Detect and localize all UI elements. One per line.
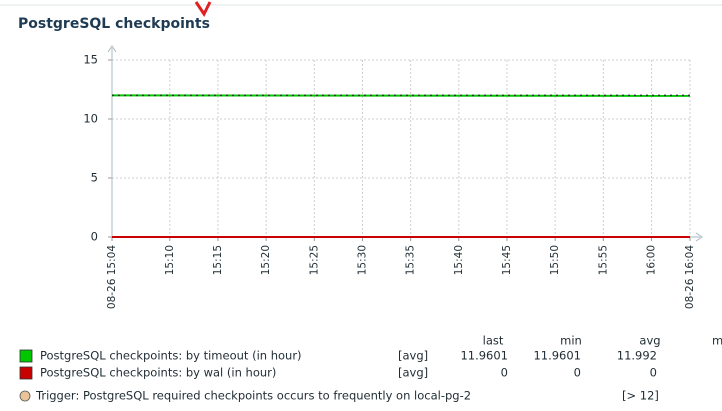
- legend-label: PostgreSQL checkpoints: by timeout (in h…: [40, 349, 302, 363]
- x-tick-label: 15:55: [597, 245, 609, 275]
- y-tick-label: 0: [91, 230, 98, 244]
- legend-value: 11.992: [617, 349, 657, 363]
- legend-value: 0: [574, 366, 581, 380]
- legend-swatch: [19, 349, 33, 363]
- plot-area: [112, 60, 690, 237]
- y-tick-label: 5: [91, 171, 98, 185]
- x-tick-label: 15:20: [260, 245, 272, 275]
- x-tick-label: 15:50: [549, 245, 561, 275]
- x-tick-label: 15:35: [405, 245, 417, 275]
- y-tick-label: 10: [83, 112, 98, 126]
- legend-label: PostgreSQL checkpoints: by wal (in hour): [40, 366, 276, 380]
- x-tick-label: 16:00: [645, 245, 657, 275]
- legend-value: 0: [650, 366, 657, 380]
- x-tick-label: 08-26 16:04: [684, 245, 696, 309]
- legend-func: [avg]: [398, 349, 428, 363]
- legend-header: min: [560, 334, 582, 348]
- legend-header: m: [712, 334, 722, 348]
- trigger-threshold: [> 12]: [622, 389, 659, 403]
- legend-value: 0: [501, 366, 508, 380]
- legend-swatch: [19, 366, 33, 380]
- trigger-swatch: [19, 390, 31, 402]
- y-axis-arrow: [107, 45, 117, 53]
- legend-value: 11.9601: [533, 349, 581, 363]
- trigger-label: Trigger: PostgreSQL required checkpoints…: [35, 389, 471, 403]
- y-tick-label: 15: [83, 53, 98, 67]
- x-tick-label: 15:30: [356, 245, 368, 275]
- x-tick-label: 15:40: [453, 245, 465, 275]
- x-tick-label: 15:15: [212, 245, 224, 275]
- chart-title: PostgreSQL checkpoints: [18, 16, 210, 32]
- x-tick-label: 15:25: [308, 245, 320, 275]
- x-tick-label: 15:45: [501, 245, 513, 275]
- legend-func: [avg]: [398, 366, 428, 380]
- legend-value: 11.9601: [460, 349, 508, 363]
- cursor-arrow: [194, 1, 212, 17]
- x-tick-label: 15:10: [164, 245, 176, 275]
- legend-header: last: [483, 334, 504, 348]
- legend-header: avg: [639, 334, 660, 348]
- x-axis-arrow: [695, 232, 703, 242]
- x-tick-label: 08-26 15:04: [106, 245, 118, 309]
